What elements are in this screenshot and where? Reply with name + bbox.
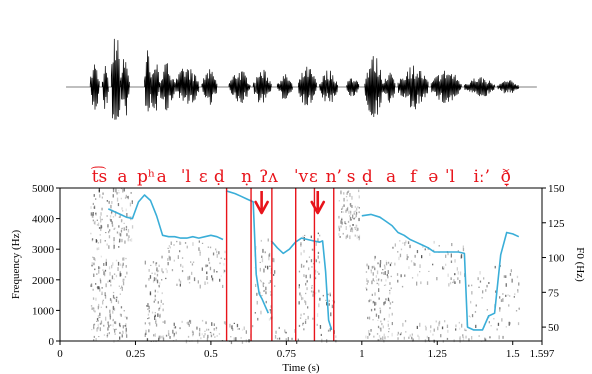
y2-tick-label: 100 bbox=[548, 253, 565, 265]
energy-region bbox=[165, 240, 226, 289]
ipa-label: ʔʌ bbox=[259, 167, 278, 187]
waveform-burst bbox=[150, 64, 160, 111]
waveform-burst bbox=[364, 56, 384, 118]
downward-arrow bbox=[310, 191, 326, 215]
y2-tick-label: 50 bbox=[548, 322, 560, 334]
y-tick-label: 4000 bbox=[32, 214, 55, 226]
y-tick-label: 5000 bbox=[32, 183, 55, 195]
ipa-label: a bbox=[157, 167, 167, 187]
waveform-burst bbox=[464, 77, 495, 97]
ipa-label: a bbox=[386, 167, 396, 187]
waveform-burst bbox=[144, 50, 151, 112]
x-tick-label: 1 bbox=[359, 348, 365, 360]
f0-contour-group bbox=[107, 190, 520, 331]
ipa-label: ˈl bbox=[181, 167, 191, 187]
x-tick-label: 1.5 bbox=[506, 348, 520, 360]
waveform-burst bbox=[397, 65, 429, 110]
spectrogram bbox=[90, 188, 520, 345]
y2-tick-label: 150 bbox=[548, 183, 565, 195]
x-axis-label: Time (s) bbox=[282, 362, 320, 374]
y2-axis-label: F0 (Hz) bbox=[574, 247, 586, 282]
energy-region bbox=[365, 255, 394, 343]
ipa-label: pʰ bbox=[137, 167, 155, 187]
ipa-label: ɛ bbox=[309, 167, 318, 187]
annotation-group bbox=[225, 188, 335, 341]
waveform-burst bbox=[110, 38, 121, 120]
y-tick-label: 0 bbox=[49, 336, 55, 348]
ipa-label: ḍ bbox=[214, 167, 225, 187]
y2-tick-label: 75 bbox=[548, 287, 560, 299]
waveform-burst bbox=[497, 80, 520, 94]
waveform-burst bbox=[174, 68, 200, 104]
ipa-label: s bbox=[347, 167, 356, 187]
energy-region bbox=[90, 255, 128, 343]
ipa-label: ɛ bbox=[199, 167, 208, 187]
energy-region bbox=[468, 265, 520, 342]
ipa-label: ˈl bbox=[445, 167, 455, 187]
ipa-label: iː’ bbox=[473, 167, 490, 187]
ipa-label: ḍ bbox=[362, 167, 373, 187]
waveform-burst bbox=[228, 71, 251, 104]
x-tick-label: 0.75 bbox=[277, 348, 297, 360]
ipa-label: f bbox=[410, 167, 418, 187]
waveform-burst bbox=[298, 66, 317, 106]
waveform-burst bbox=[89, 64, 100, 110]
f0-contour bbox=[107, 194, 224, 241]
energy-region bbox=[254, 238, 276, 321]
y-tick-label: 2000 bbox=[32, 275, 55, 287]
energy-region bbox=[338, 189, 361, 241]
waveform-burst bbox=[430, 70, 462, 103]
x-tick-label: 0.25 bbox=[126, 348, 146, 360]
f0-contour bbox=[361, 213, 520, 331]
x-tick-label: 0 bbox=[57, 348, 63, 360]
ipa-transcription: t͡s a pʰ a ˈl ɛ ḍ ṇ ʔʌ ˈv ɛ n’ s ḍ a f ə ˈl iː’ ð̞ bbox=[91, 166, 511, 187]
ipa-label: ð̞ bbox=[501, 167, 511, 187]
x-tick-label: 0.5 bbox=[204, 348, 218, 360]
ipa-label: ˈv bbox=[294, 167, 309, 187]
waveform-burst bbox=[201, 69, 218, 105]
waveform-burst bbox=[159, 63, 176, 111]
waveform-burst bbox=[120, 59, 130, 116]
energy-region bbox=[162, 319, 226, 344]
energy-region bbox=[144, 255, 164, 342]
ipa-label: a bbox=[117, 167, 127, 187]
y2-tick-label: 125 bbox=[548, 218, 565, 230]
f0-contour bbox=[225, 190, 270, 314]
energy-region bbox=[274, 326, 299, 344]
ipa-label: ṇ bbox=[241, 167, 252, 187]
waveform-burst bbox=[319, 70, 339, 103]
energy-region bbox=[298, 232, 321, 331]
ipa-label: n’ bbox=[326, 167, 342, 187]
x-tick-label: 1.25 bbox=[428, 348, 448, 360]
y-axis-label: Frequency (Hz) bbox=[10, 230, 22, 300]
downward-arrow bbox=[254, 191, 269, 215]
y-tick-label: 1000 bbox=[32, 305, 55, 317]
waveform-burst bbox=[346, 78, 360, 97]
ipa-label: ə bbox=[428, 167, 438, 187]
waveform-burst bbox=[252, 69, 272, 103]
waveform-burst bbox=[382, 72, 396, 103]
waveform-burst bbox=[101, 65, 109, 109]
ipa-label: t͡s bbox=[91, 166, 108, 187]
x-tick-label: 1.597 bbox=[530, 348, 555, 360]
waveform bbox=[66, 38, 537, 120]
axes: 0 0.25 0.5 0.75 1 1.25 1.5 1.597 0 1000 2000 3000 40… bbox=[32, 183, 565, 360]
plot-frame bbox=[59, 187, 543, 342]
waveform-burst bbox=[276, 74, 293, 99]
y-tick-label: 3000 bbox=[32, 244, 55, 256]
f0-contour bbox=[270, 237, 333, 331]
